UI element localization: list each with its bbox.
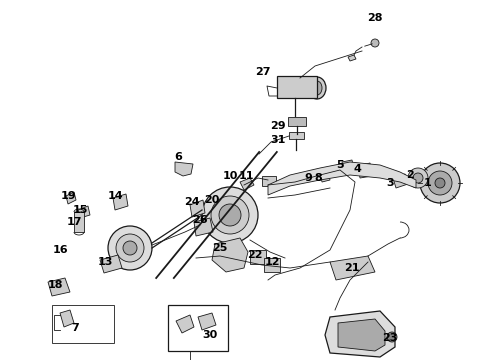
Ellipse shape xyxy=(308,77,326,99)
Text: 19: 19 xyxy=(60,191,76,201)
Text: 22: 22 xyxy=(247,250,263,260)
Circle shape xyxy=(387,332,397,342)
Polygon shape xyxy=(60,310,74,327)
Polygon shape xyxy=(198,313,216,330)
Text: 5: 5 xyxy=(336,160,344,170)
Polygon shape xyxy=(310,170,318,180)
Text: 7: 7 xyxy=(71,323,79,333)
Text: 2: 2 xyxy=(406,170,414,180)
Circle shape xyxy=(408,168,428,188)
Text: 20: 20 xyxy=(204,195,220,205)
Text: 11: 11 xyxy=(238,171,254,181)
Text: 17: 17 xyxy=(66,217,82,227)
Bar xyxy=(288,117,306,126)
Polygon shape xyxy=(212,238,248,272)
Polygon shape xyxy=(393,174,408,188)
Polygon shape xyxy=(66,192,76,204)
Polygon shape xyxy=(338,319,385,351)
Circle shape xyxy=(202,187,258,243)
Text: 21: 21 xyxy=(344,263,360,273)
Text: 23: 23 xyxy=(382,333,398,343)
Text: 6: 6 xyxy=(174,152,182,162)
Bar xyxy=(250,250,266,264)
Circle shape xyxy=(428,171,452,195)
Polygon shape xyxy=(320,170,330,182)
Bar xyxy=(52,305,114,343)
Text: 25: 25 xyxy=(212,243,228,253)
Text: 28: 28 xyxy=(367,13,383,23)
Bar xyxy=(168,305,228,351)
Polygon shape xyxy=(175,162,193,176)
Polygon shape xyxy=(48,278,70,296)
Polygon shape xyxy=(268,162,416,195)
Text: 9: 9 xyxy=(304,173,312,183)
Text: 30: 30 xyxy=(202,330,218,340)
Polygon shape xyxy=(325,311,395,357)
Text: 4: 4 xyxy=(353,164,361,174)
Polygon shape xyxy=(194,218,213,236)
Circle shape xyxy=(116,234,144,262)
Bar xyxy=(264,258,280,272)
Circle shape xyxy=(123,241,137,255)
Circle shape xyxy=(108,226,152,270)
Polygon shape xyxy=(358,163,372,178)
Ellipse shape xyxy=(312,81,322,95)
Text: 1: 1 xyxy=(424,178,432,188)
Circle shape xyxy=(371,39,379,47)
Text: 31: 31 xyxy=(270,135,286,145)
Polygon shape xyxy=(348,55,356,61)
Polygon shape xyxy=(176,315,194,333)
Bar xyxy=(74,212,84,232)
Polygon shape xyxy=(190,200,205,217)
Circle shape xyxy=(211,196,249,234)
Text: 13: 13 xyxy=(98,257,113,267)
Circle shape xyxy=(420,163,460,203)
Text: 12: 12 xyxy=(264,257,280,267)
Polygon shape xyxy=(240,178,254,190)
Bar xyxy=(262,176,276,186)
Text: 8: 8 xyxy=(314,173,322,183)
Polygon shape xyxy=(78,206,90,218)
Polygon shape xyxy=(330,256,375,280)
Text: 27: 27 xyxy=(255,67,271,77)
Circle shape xyxy=(219,204,241,226)
Polygon shape xyxy=(342,160,354,172)
Polygon shape xyxy=(100,255,122,273)
Bar xyxy=(289,132,304,139)
Text: 10: 10 xyxy=(222,171,238,181)
Text: 24: 24 xyxy=(184,197,200,207)
Polygon shape xyxy=(113,194,128,210)
Bar xyxy=(277,76,317,98)
Text: 3: 3 xyxy=(386,178,394,188)
Circle shape xyxy=(435,178,445,188)
Text: 18: 18 xyxy=(47,280,63,290)
Text: 26: 26 xyxy=(192,215,208,225)
Circle shape xyxy=(413,173,423,183)
Text: 29: 29 xyxy=(270,121,286,131)
Text: 14: 14 xyxy=(107,191,123,201)
Text: 16: 16 xyxy=(52,245,68,255)
Text: 15: 15 xyxy=(73,205,88,215)
